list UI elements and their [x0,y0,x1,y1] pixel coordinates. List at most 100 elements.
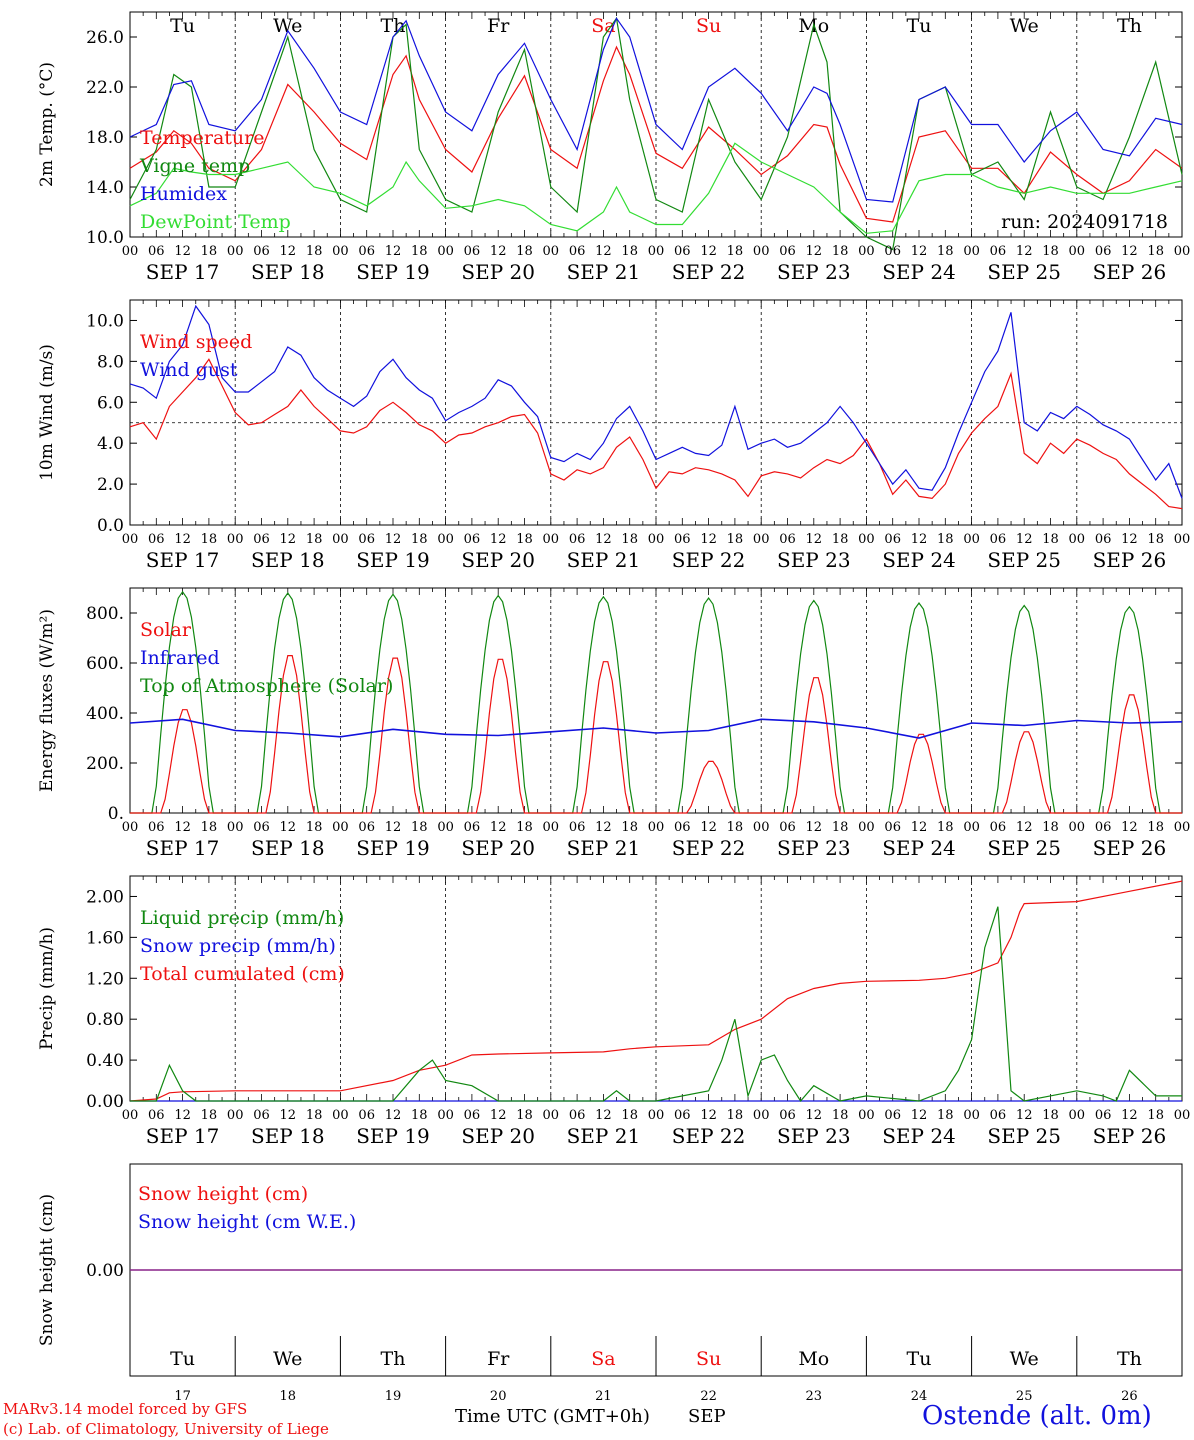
hour-label: 12 [1121,244,1138,259]
hour-label: 00 [122,1108,139,1123]
hour-label: 12 [595,820,612,835]
y-tick-label: 10.0 [86,228,124,248]
hour-label: 00 [227,532,244,547]
hour-label: 18 [727,1108,744,1123]
hour-label: 06 [990,820,1007,835]
y-tick-label: 1.20 [86,969,124,989]
weekday-label: We [273,15,302,37]
hour-label: 06 [1095,1108,1112,1123]
date-label: SEP 18 [251,260,325,284]
date-label: SEP 18 [251,1124,325,1148]
hour-label: 18 [201,244,218,259]
y-tick-label: 800. [86,604,124,624]
day-number-label: 20 [490,1389,507,1404]
hour-label: 12 [1016,1108,1033,1123]
hour-label: 12 [595,532,612,547]
date-label: SEP 22 [672,260,746,284]
hour-label: 06 [253,532,270,547]
hour-label: 06 [358,1108,375,1123]
hour-label: 06 [990,1108,1007,1123]
date-label: SEP 26 [1093,836,1167,860]
hour-label: 12 [385,532,402,547]
date-label: SEP 19 [356,260,430,284]
legend-entry: Vigne temp [139,155,250,177]
weekday-label: Tu [170,15,195,37]
legend-entry: Liquid precip (mm/h) [140,907,344,929]
hour-label: 18 [727,532,744,547]
hour-label: 12 [280,244,297,259]
date-label: SEP 22 [672,1124,746,1148]
hour-label: 12 [911,244,928,259]
y-tick-label: 1.60 [86,928,124,948]
hour-label: 00 [648,820,665,835]
hour-label: 00 [1069,244,1086,259]
y-tick-label: 2.0 [97,475,124,495]
hour-label: 12 [700,244,717,259]
hour-label: 06 [1095,244,1112,259]
date-label: SEP 17 [146,836,220,860]
y-tick-label: 0.80 [86,1010,124,1030]
hour-label: 12 [490,244,507,259]
legend-entry: Snow height (cm) [138,1183,308,1205]
y-tick-label: 14.0 [86,178,124,198]
hour-label: 06 [779,820,796,835]
date-label: SEP 21 [567,260,641,284]
hour-label: 00 [858,1108,875,1123]
date-label: SEP 24 [882,836,956,860]
legend-entry: Top of Atmosphere (Solar) [140,675,393,697]
date-label: SEP 17 [146,260,220,284]
hour-label: 06 [884,1108,901,1123]
hour-label: 18 [832,820,849,835]
hour-label: 00 [332,244,349,259]
hour-label: 12 [806,532,823,547]
hour-label: 18 [832,532,849,547]
date-label: SEP 18 [251,548,325,572]
weekday-label: Th [1117,1348,1142,1370]
y-tick-label: 0.0 [97,516,124,536]
hour-label: 18 [727,244,744,259]
date-label: SEP 22 [672,836,746,860]
series-liquid-precip-mm-h- [130,906,1182,1103]
hour-label: 00 [332,1108,349,1123]
hour-label: 00 [648,244,665,259]
hour-label: 00 [753,1108,770,1123]
hour-label: 00 [858,532,875,547]
weekday-label: Su [696,15,721,37]
series-solar [130,654,1182,814]
hour-label: 00 [858,244,875,259]
hour-label: 12 [490,532,507,547]
hour-label: 06 [884,820,901,835]
series-wind-speed [129,358,1183,510]
hour-label: 00 [332,820,349,835]
date-label: SEP 19 [356,548,430,572]
hour-label: 18 [1042,244,1059,259]
hour-label: 18 [621,820,638,835]
hour-label: 12 [911,1108,928,1123]
y-tick-label: 0.40 [86,1051,124,1071]
hour-label: 18 [516,532,533,547]
hour-label: 18 [306,820,323,835]
hour-label: 18 [727,820,744,835]
hour-label: 18 [411,532,428,547]
hour-label: 12 [280,820,297,835]
date-label: SEP 22 [672,548,746,572]
y-tick-label: 26.0 [86,28,124,48]
y-tick-label: 4.0 [97,434,124,454]
hour-label: 06 [674,1108,691,1123]
hour-label: 12 [174,1108,191,1123]
time-axis-month: SEP [688,1406,726,1427]
date-label: SEP 21 [567,548,641,572]
hour-label: 12 [806,244,823,259]
hour-label: 00 [543,244,560,259]
y-tick-label: 200. [86,754,124,774]
hour-label: 00 [858,820,875,835]
y-tick-label: 0.00 [86,1092,124,1112]
hour-label: 06 [1095,820,1112,835]
hour-label: 00 [543,532,560,547]
hour-label: 06 [358,820,375,835]
hour-label: 18 [1042,532,1059,547]
weekday-label: Mo [798,1348,829,1370]
hour-label: 00 [963,244,980,259]
hour-label: 00 [1174,1108,1191,1123]
